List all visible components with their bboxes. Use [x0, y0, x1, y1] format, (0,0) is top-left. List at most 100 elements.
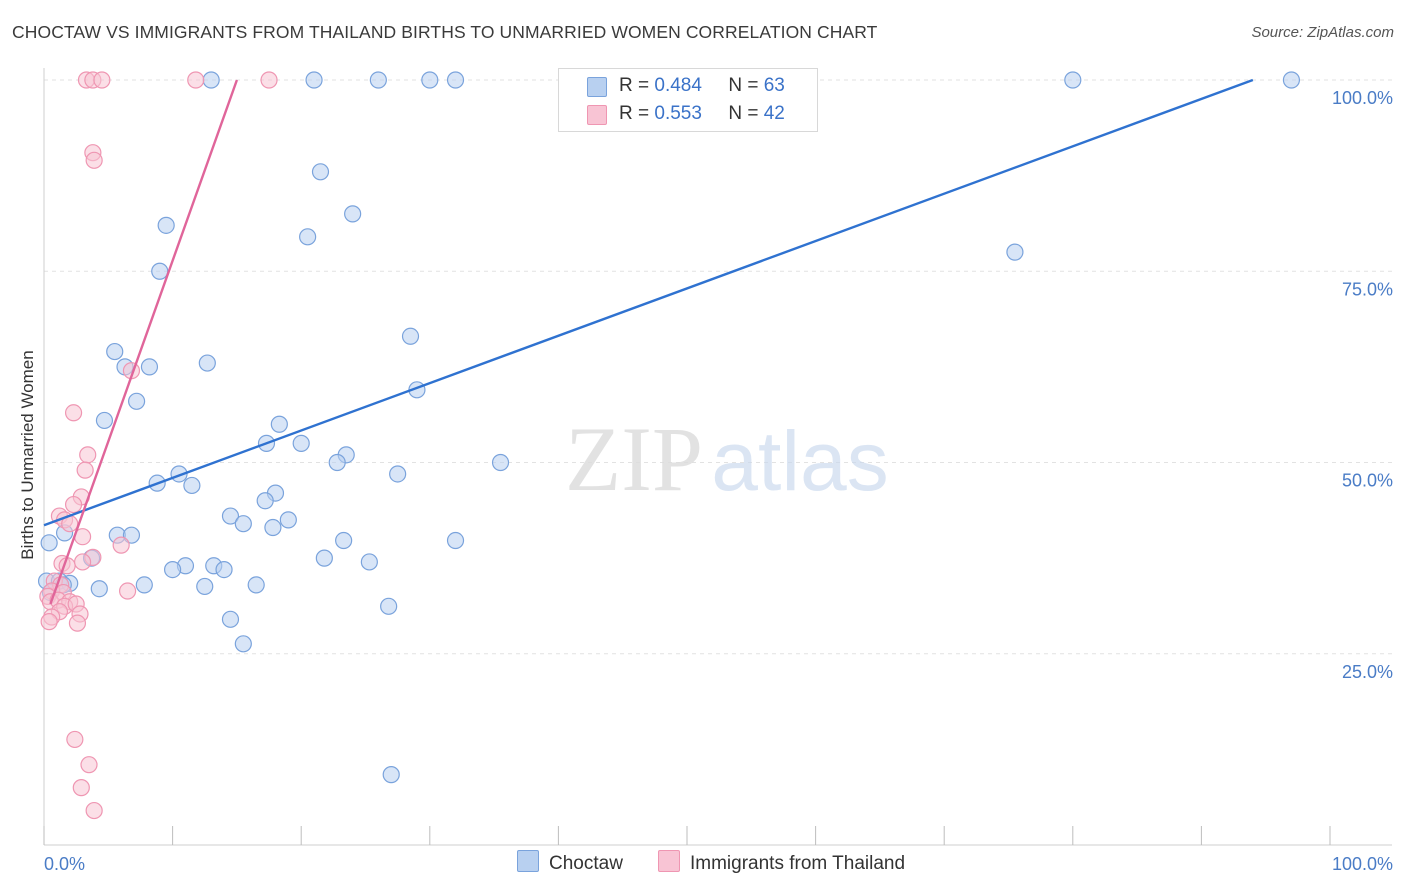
choctaw-point	[1064, 71, 1082, 89]
r-label: R =	[619, 103, 650, 124]
choctaw-point	[369, 71, 387, 89]
choctaw-point	[279, 511, 297, 529]
thailand-n-value: 42	[763, 103, 785, 124]
thailand-point	[76, 461, 94, 479]
tick-labels: 25.0% 50.0% 75.0% 100.0% 0.0% 100.0%	[44, 88, 1393, 874]
choctaw-point	[446, 71, 465, 89]
source-label: Source: ZipAtlas.com	[1251, 24, 1394, 41]
choctaw-point	[135, 576, 153, 594]
thailand-point	[260, 71, 278, 89]
watermark-zip: ZIP	[565, 408, 703, 510]
choctaw-swatch	[587, 77, 607, 97]
choctaw-point	[305, 71, 323, 89]
choctaw-n-value: 63	[763, 75, 785, 96]
n-label: N =	[728, 103, 759, 124]
choctaw-point	[106, 342, 124, 361]
choctaw-point	[215, 560, 233, 579]
choctaw-point	[221, 507, 240, 525]
thailand-point	[72, 779, 90, 797]
choctaw-point	[1006, 243, 1024, 261]
thailand-point	[85, 151, 103, 169]
y-tick-label: 100.0%	[1332, 88, 1393, 108]
thailand-r-value: 0.553	[654, 103, 702, 124]
thailand-point	[85, 801, 103, 820]
chart-title: CHOCTAW VS IMMIGRANTS FROM THAILAND BIRT…	[12, 22, 878, 42]
choctaw-point	[164, 560, 182, 579]
data-points	[37, 71, 1301, 820]
choctaw-point	[380, 597, 398, 615]
watermark-atlas: atlas	[711, 414, 888, 508]
r-label: R =	[619, 75, 650, 96]
choctaw-point	[183, 476, 201, 495]
thailand-point	[79, 446, 97, 464]
stats-box: R = 0.484 N = 63 R = 0.553 N = 42	[558, 68, 818, 132]
choctaw-r-value: 0.484	[654, 75, 702, 96]
choctaw-point	[382, 766, 400, 784]
choctaw-point	[234, 635, 252, 653]
thailand-point	[93, 71, 111, 89]
trend-lines	[43, 78, 1254, 605]
thailand-trend-line	[49, 79, 239, 605]
legend-item-choctaw: Choctaw	[517, 850, 623, 875]
choctaw-point	[401, 327, 420, 345]
y-tick-label: 25.0%	[1342, 662, 1393, 682]
choctaw-point	[344, 205, 362, 223]
x-tick-label-max: 100.0%	[1332, 854, 1393, 874]
choctaw-point	[198, 354, 216, 372]
choctaw-point	[446, 531, 465, 550]
thailand-stats-text: R = 0.553 N = 42	[619, 103, 785, 125]
thailand-point	[66, 730, 84, 749]
thailand-point	[80, 756, 98, 774]
grid-lines	[44, 79, 1392, 655]
thailand-point	[64, 404, 83, 422]
choctaw-point	[90, 580, 108, 598]
choctaw-point	[40, 534, 58, 552]
choctaw-point	[292, 434, 310, 452]
thailand-point	[68, 614, 87, 632]
y-tick-label: 50.0%	[1342, 471, 1393, 491]
thailand-point	[112, 536, 130, 554]
legend-thailand-swatch	[658, 850, 680, 872]
thailand-point	[73, 553, 92, 571]
choctaw-point	[360, 553, 378, 571]
choctaw-point	[140, 358, 159, 376]
axes	[43, 68, 1392, 846]
y-tick-label: 75.0%	[1342, 279, 1393, 299]
x-tick-label-min: 0.0%	[44, 854, 85, 874]
thailand-point	[187, 71, 205, 89]
choctaw-point	[221, 610, 240, 628]
legend-item-thailand: Immigrants from Thailand	[658, 850, 905, 875]
choctaw-point	[270, 415, 288, 433]
choctaw-point	[315, 549, 333, 567]
thailand-point	[64, 495, 83, 514]
choctaw-trend-line	[43, 78, 1254, 527]
choctaw-point	[491, 453, 510, 472]
choctaw-point	[421, 71, 439, 89]
thailand-point	[118, 582, 137, 600]
choctaw-point	[127, 392, 146, 410]
choctaw-point	[389, 465, 407, 483]
choctaw-point	[95, 411, 114, 430]
thailand-point	[40, 613, 58, 631]
legend-choctaw-swatch	[517, 850, 539, 872]
choctaw-point	[202, 71, 220, 89]
n-label: N =	[728, 75, 759, 96]
choctaw-point	[196, 577, 214, 596]
choctaw-point	[157, 216, 175, 234]
choctaw-stats-text: R = 0.484 N = 63	[619, 75, 785, 97]
choctaw-point	[264, 518, 282, 537]
legend-thailand-label: Immigrants from Thailand	[690, 853, 906, 874]
choctaw-point	[311, 163, 330, 181]
choctaw-point	[1282, 71, 1301, 89]
legend-choctaw-label: Choctaw	[549, 853, 623, 874]
choctaw-point	[234, 515, 252, 533]
choctaw-point	[335, 531, 353, 550]
choctaw-point	[122, 526, 141, 544]
choctaw-point	[247, 576, 265, 594]
choctaw-point	[328, 453, 346, 472]
choctaw-point	[256, 492, 274, 510]
choctaw-point	[299, 228, 317, 246]
choctaw-point	[151, 262, 169, 280]
thailand-swatch	[587, 105, 607, 125]
